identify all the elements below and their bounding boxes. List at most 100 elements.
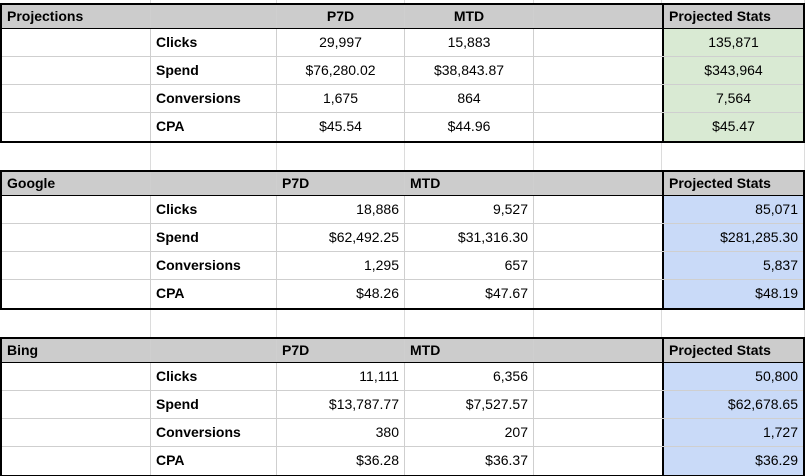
table-title-cell[interactable]: Bing — [2, 339, 151, 362]
projected-value-cell[interactable]: $281,285.30 — [662, 224, 803, 251]
empty-cell[interactable] — [662, 310, 805, 337]
projected-value-cell[interactable]: 1,727 — [662, 419, 803, 446]
spacer-cell[interactable] — [2, 29, 151, 56]
spacer-cell[interactable] — [534, 447, 662, 475]
empty-cell[interactable] — [0, 0, 151, 3]
empty-cell[interactable] — [0, 310, 151, 337]
p7d-header-cell[interactable]: P7D — [277, 172, 405, 195]
empty-cell[interactable] — [151, 143, 277, 170]
p7d-value-cell[interactable]: 1,675 — [277, 85, 405, 112]
empty-cell[interactable] — [0, 143, 151, 170]
spacer-cell[interactable] — [534, 339, 662, 362]
spacer-cell[interactable] — [2, 224, 151, 251]
empty-cell[interactable] — [534, 310, 662, 337]
row-label-cell[interactable]: Conversions — [151, 252, 277, 279]
empty-cell[interactable] — [277, 143, 405, 170]
spacer-cell[interactable] — [534, 5, 662, 28]
empty-cell[interactable] — [534, 143, 662, 170]
row-label-cell[interactable]: Spend — [151, 224, 277, 251]
empty-cell[interactable] — [534, 0, 662, 3]
spacer-cell[interactable] — [534, 113, 662, 141]
empty-cell[interactable] — [405, 310, 534, 337]
spacer-cell[interactable] — [2, 252, 151, 279]
projected-stats-header-cell[interactable]: Projected Stats — [662, 339, 803, 362]
p7d-value-cell[interactable]: 18,886 — [277, 196, 405, 223]
mtd-header-cell[interactable]: MTD — [405, 339, 534, 362]
p7d-value-cell[interactable]: 380 — [277, 419, 405, 446]
empty-cell[interactable] — [662, 143, 805, 170]
p7d-value-cell[interactable]: 29,997 — [277, 29, 405, 56]
mtd-header-cell[interactable]: MTD — [405, 172, 534, 195]
table-title-cell[interactable]: Projections — [2, 5, 151, 28]
spacer-cell[interactable] — [534, 172, 662, 195]
p7d-value-cell[interactable]: 1,295 — [277, 252, 405, 279]
p7d-value-cell[interactable]: $13,787.77 — [277, 391, 405, 418]
row-label-cell[interactable]: Spend — [151, 391, 277, 418]
spacer-cell[interactable] — [534, 85, 662, 112]
p7d-value-cell[interactable]: 11,111 — [277, 363, 405, 390]
spacer-cell[interactable] — [2, 57, 151, 84]
mtd-value-cell[interactable]: $36.37 — [405, 447, 534, 475]
spacer-cell[interactable] — [2, 85, 151, 112]
spacer-cell[interactable] — [2, 363, 151, 390]
mtd-value-cell[interactable]: 6,356 — [405, 363, 534, 390]
spacer-cell[interactable] — [2, 447, 151, 475]
projected-value-cell[interactable]: $45.47 — [662, 113, 803, 141]
projected-stats-header-cell[interactable]: Projected Stats — [662, 172, 803, 195]
row-label-cell[interactable]: CPA — [151, 113, 277, 141]
spacer-cell[interactable] — [2, 280, 151, 308]
mtd-value-cell[interactable]: 15,883 — [405, 29, 534, 56]
empty-cell[interactable] — [405, 0, 534, 3]
p7d-value-cell[interactable]: $76,280.02 — [277, 57, 405, 84]
projected-value-cell[interactable]: 5,837 — [662, 252, 803, 279]
spacer-cell[interactable] — [534, 29, 662, 56]
spacer-cell[interactable] — [534, 57, 662, 84]
projected-value-cell[interactable]: 85,071 — [662, 196, 803, 223]
mtd-value-cell[interactable]: $7,527.57 — [405, 391, 534, 418]
projected-value-cell[interactable]: $343,964 — [662, 57, 803, 84]
mtd-value-cell[interactable]: $31,316.30 — [405, 224, 534, 251]
spacer-cell[interactable] — [534, 252, 662, 279]
mtd-value-cell[interactable]: $38,843.87 — [405, 57, 534, 84]
spacer-cell[interactable] — [2, 391, 151, 418]
mtd-value-cell[interactable]: $47.67 — [405, 280, 534, 308]
projected-value-cell[interactable]: $62,678.65 — [662, 391, 803, 418]
p7d-value-cell[interactable]: $62,492.25 — [277, 224, 405, 251]
spacer-cell[interactable] — [2, 419, 151, 446]
mtd-value-cell[interactable]: 657 — [405, 252, 534, 279]
row-label-cell[interactable]: Conversions — [151, 419, 277, 446]
spacer-cell[interactable] — [534, 419, 662, 446]
spacer-cell[interactable] — [534, 196, 662, 223]
projected-value-cell[interactable]: 50,800 — [662, 363, 803, 390]
projected-stats-header-cell[interactable]: Projected Stats — [662, 5, 803, 28]
spacer-cell[interactable] — [534, 224, 662, 251]
row-label-cell[interactable]: CPA — [151, 280, 277, 308]
empty-cell[interactable] — [277, 310, 405, 337]
mtd-value-cell[interactable]: 207 — [405, 419, 534, 446]
empty-cell[interactable] — [151, 310, 277, 337]
mtd-header-cell[interactable]: MTD — [405, 5, 534, 28]
mtd-value-cell[interactable]: 9,527 — [405, 196, 534, 223]
table-title-cell[interactable]: Google — [2, 172, 151, 195]
projected-value-cell[interactable]: $48.19 — [662, 280, 803, 308]
spacer-cell[interactable] — [2, 196, 151, 223]
p7d-value-cell[interactable]: $48.26 — [277, 280, 405, 308]
spacer-cell[interactable] — [151, 172, 277, 195]
row-label-cell[interactable]: Clicks — [151, 363, 277, 390]
spacer-cell[interactable] — [534, 391, 662, 418]
row-label-cell[interactable]: Spend — [151, 57, 277, 84]
p7d-header-cell[interactable]: P7D — [277, 339, 405, 362]
spacer-cell[interactable] — [534, 363, 662, 390]
row-label-cell[interactable]: Clicks — [151, 29, 277, 56]
spacer-cell[interactable] — [151, 339, 277, 362]
p7d-value-cell[interactable]: $36.28 — [277, 447, 405, 475]
empty-cell[interactable] — [277, 0, 405, 3]
row-label-cell[interactable]: CPA — [151, 447, 277, 475]
spacer-cell[interactable] — [534, 280, 662, 308]
empty-cell[interactable] — [405, 143, 534, 170]
projected-value-cell[interactable]: 135,871 — [662, 29, 803, 56]
projected-value-cell[interactable]: $36.29 — [662, 447, 803, 475]
p7d-value-cell[interactable]: $45.54 — [277, 113, 405, 141]
empty-cell[interactable] — [662, 0, 805, 3]
mtd-value-cell[interactable]: 864 — [405, 85, 534, 112]
